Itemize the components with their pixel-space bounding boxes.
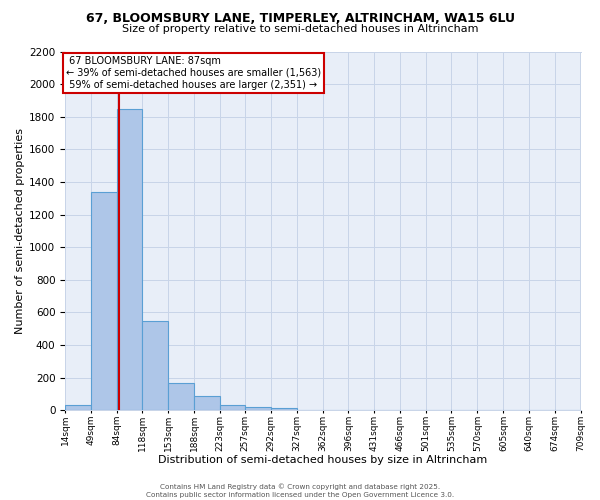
Bar xyxy=(91,192,117,410)
Bar xyxy=(117,108,142,410)
Bar xyxy=(271,408,297,410)
Bar xyxy=(194,396,220,410)
Bar xyxy=(65,406,91,410)
Bar xyxy=(245,407,271,410)
Bar xyxy=(220,406,245,410)
X-axis label: Distribution of semi-detached houses by size in Altrincham: Distribution of semi-detached houses by … xyxy=(158,455,487,465)
Y-axis label: Number of semi-detached properties: Number of semi-detached properties xyxy=(15,128,25,334)
Text: 67 BLOOMSBURY LANE: 87sqm
← 39% of semi-detached houses are smaller (1,563)
 59%: 67 BLOOMSBURY LANE: 87sqm ← 39% of semi-… xyxy=(65,56,320,90)
Bar xyxy=(142,322,168,410)
Text: 67, BLOOMSBURY LANE, TIMPERLEY, ALTRINCHAM, WA15 6LU: 67, BLOOMSBURY LANE, TIMPERLEY, ALTRINCH… xyxy=(86,12,515,26)
Bar xyxy=(168,382,194,410)
Text: Contains HM Land Registry data © Crown copyright and database right 2025.
Contai: Contains HM Land Registry data © Crown c… xyxy=(146,484,454,498)
Text: Size of property relative to semi-detached houses in Altrincham: Size of property relative to semi-detach… xyxy=(122,24,478,34)
